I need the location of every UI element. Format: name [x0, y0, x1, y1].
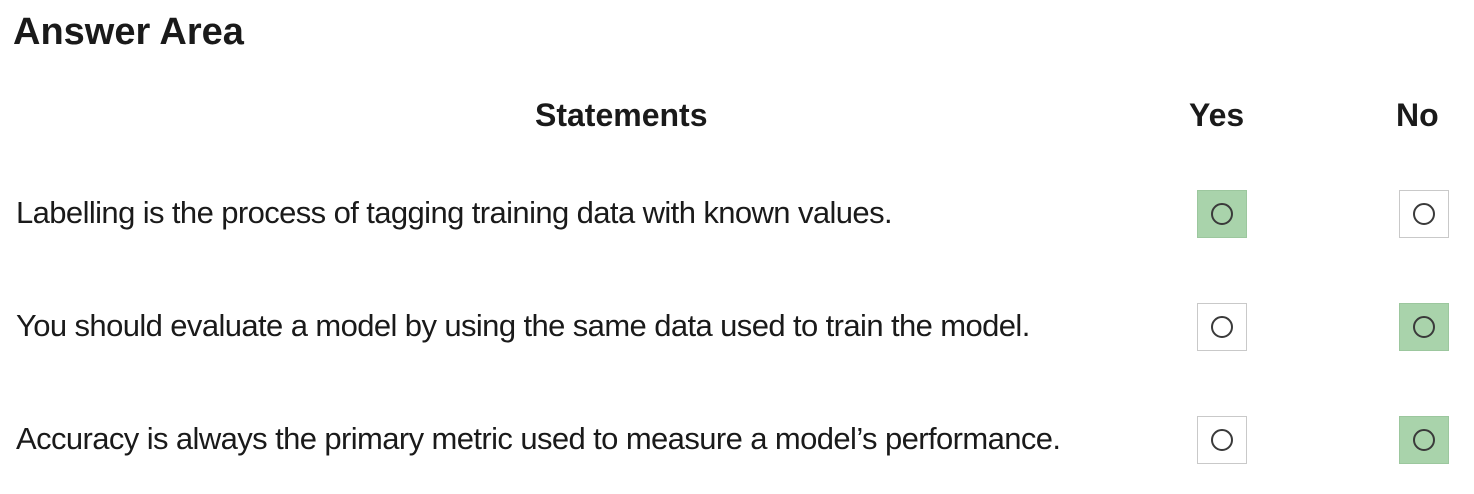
- statement-2-yes-radio[interactable]: [1197, 303, 1247, 351]
- radio-circle-icon: [1211, 316, 1233, 338]
- yes-column-header: Yes: [1189, 97, 1245, 133]
- statement-3-text: Accuracy is always the primary metric us…: [16, 421, 1061, 456]
- radio-circle-icon: [1413, 203, 1435, 225]
- radio-circle-icon: [1211, 429, 1233, 451]
- statement-2-text: You should evaluate a model by using the…: [16, 308, 1030, 343]
- statement-1-no-radio[interactable]: [1399, 190, 1449, 238]
- statement-3-no-radio[interactable]: [1399, 416, 1449, 464]
- statement-2-no-radio[interactable]: [1399, 303, 1449, 351]
- radio-circle-icon: [1211, 203, 1233, 225]
- statement-1-yes-radio[interactable]: [1197, 190, 1247, 238]
- statement-3-yes-radio[interactable]: [1197, 416, 1247, 464]
- statement-1-text: Labelling is the process of tagging trai…: [16, 195, 893, 230]
- answer-area-title: Answer Area: [13, 11, 244, 53]
- radio-circle-icon: [1413, 316, 1435, 338]
- radio-circle-icon: [1413, 429, 1435, 451]
- no-column-header: No: [1396, 97, 1439, 133]
- statements-column-header: Statements: [535, 97, 708, 133]
